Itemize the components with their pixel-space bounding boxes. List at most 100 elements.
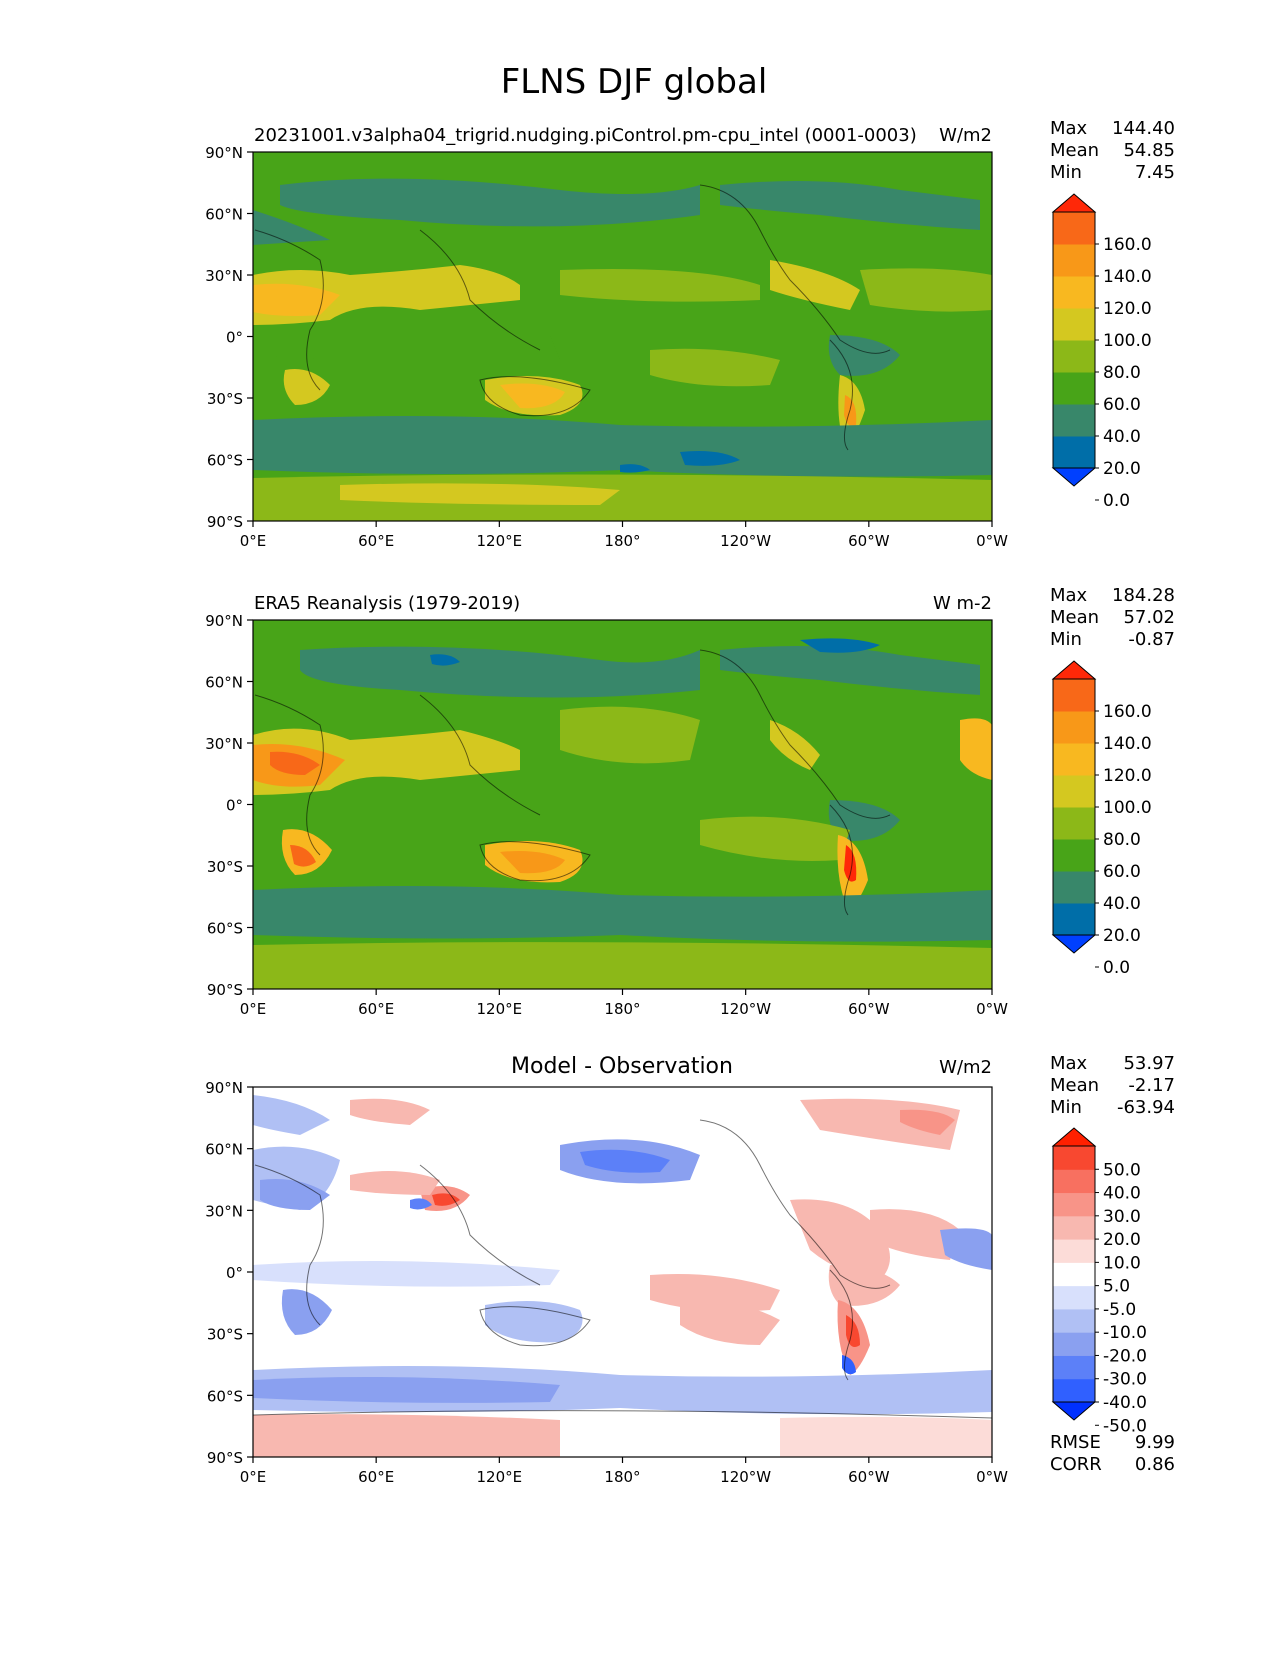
colorbar-swatch <box>1053 1169 1095 1194</box>
colorbar-tick-label: 140.0 <box>1103 267 1152 287</box>
lat-tick-label: 60°S <box>207 1387 243 1405</box>
lat-axis: 90°N 60°N 30°N 0° 30°S 60°S 90°S <box>205 1079 253 1467</box>
colorbar-tick-label: -40.0 <box>1103 1393 1147 1413</box>
lon-tick-label: 0°W <box>976 1468 1008 1486</box>
lat-tick-label: 0° <box>226 797 243 815</box>
colorbar-tick-label: 30.0 <box>1103 1207 1141 1227</box>
colorbar-extend-min <box>1051 1401 1097 1421</box>
stat-min-value: -63.94 <box>1117 1097 1175 1118</box>
colorbar-swatch <box>1053 871 1095 904</box>
stat-mean-value: -2.17 <box>1128 1075 1175 1096</box>
colorbar-tick-label: 140.0 <box>1103 734 1152 754</box>
colorbar-swatch <box>1053 1378 1095 1403</box>
colorbar-extend-max <box>1051 660 1097 680</box>
lat-tick-label: 60°N <box>205 674 243 692</box>
panel-title-left: ERA5 Reanalysis (1979-2019) <box>254 593 520 614</box>
extra-stats-block: RMSE 9.99 CORR 0.86 <box>1050 1432 1175 1475</box>
lon-tick-label: 60°W <box>848 532 890 550</box>
lon-tick-label: 60°E <box>358 1000 394 1018</box>
lon-tick-label: 180° <box>604 1468 640 1486</box>
panel-diff: Model - Observation W/m2 <box>205 1053 1175 1486</box>
colorbar-swatch <box>1053 276 1095 309</box>
panel-title-left: 20231001.v3alpha04_trigrid.nudging.piCon… <box>254 125 917 146</box>
colorbar-tick-label: 10.0 <box>1103 1253 1141 1273</box>
stat-max-value: 144.40 <box>1112 118 1175 139</box>
colorbar-swatch <box>1053 308 1095 341</box>
colorbar-swatch <box>1053 212 1095 245</box>
colorbar-swatch <box>1053 244 1095 277</box>
colorbar-frame <box>1052 1145 1096 1403</box>
lon-tick-label: 0°W <box>976 532 1008 550</box>
lat-axis: 90°N 60°N 30°N 0° 30°S 60°S 90°S <box>205 612 253 999</box>
lon-axis: 0°E 60°E 120°E 180° 120°W 60°W 0°W <box>240 989 1008 1018</box>
colorbar-extend-min <box>1051 467 1097 487</box>
lon-axis: 0°E 60°E 120°E 180° 120°W 60°W 0°W <box>240 1457 1008 1486</box>
lon-tick-label: 180° <box>604 532 640 550</box>
colorbar-swatch <box>1053 1146 1095 1170</box>
stats-block: Max 144.40 Mean 54.85 Min 7.45 <box>1050 118 1175 183</box>
colorbar-tick-label: 100.0 <box>1103 331 1152 351</box>
colorbar-tick-label: 5.0 <box>1103 1277 1130 1297</box>
lon-tick-label: 120°W <box>720 1468 771 1486</box>
map-field-obs <box>253 620 992 989</box>
colorbar-swatch <box>1053 743 1095 776</box>
colorbar-tick-label: 20.0 <box>1103 926 1141 946</box>
colorbar-tick-label: 60.0 <box>1103 395 1141 415</box>
lon-tick-label: 120°W <box>720 532 771 550</box>
colorbar-tick-label: -5.0 <box>1103 1300 1136 1320</box>
stat-mean-label: Mean <box>1050 140 1099 161</box>
stat-mean-value: 57.02 <box>1123 607 1175 628</box>
colorbar-swatch <box>1053 839 1095 872</box>
lon-tick-label: 0°E <box>240 1000 267 1018</box>
colorbar-swatch <box>1053 1285 1095 1310</box>
colorbar-tick-label: -30.0 <box>1103 1370 1147 1390</box>
lat-tick-label: 90°S <box>207 1449 243 1467</box>
stat-max-label: Max <box>1050 1053 1088 1074</box>
lat-tick-label: 60°S <box>207 920 243 938</box>
colorbar-tick-label: 100.0 <box>1103 798 1152 818</box>
stat-min-label: Min <box>1050 629 1082 650</box>
stat-max-label: Max <box>1050 585 1088 606</box>
colorbar-swatch <box>1053 679 1095 712</box>
colorbar-tick-label: 20.0 <box>1103 459 1141 479</box>
colorbar-swatch <box>1053 1262 1095 1287</box>
stat-rmse-value: 9.99 <box>1135 1432 1175 1453</box>
stat-corr-value: 0.86 <box>1135 1454 1175 1475</box>
colorbar-swatch <box>1053 340 1095 373</box>
lat-tick-label: 90°N <box>205 144 243 162</box>
colorbar-swatch <box>1053 1308 1095 1333</box>
lat-tick-label: 30°N <box>205 267 243 285</box>
colorbar-swatch <box>1053 807 1095 840</box>
lat-tick-label: 30°S <box>207 858 243 876</box>
colorbar-swatch <box>1053 436 1095 469</box>
lon-tick-label: 60°W <box>848 1468 890 1486</box>
lat-tick-label: 30°N <box>205 735 243 753</box>
lon-tick-label: 120°E <box>477 1468 523 1486</box>
stats-block: Max 184.28 Mean 57.02 Min -0.87 <box>1050 585 1175 650</box>
colorbar: 50.0 40.0 30.0 20.0 10.0 5.0 -5.0 -10.0 -20.0 -30… <box>1051 1127 1147 1436</box>
colorbar-extend-max <box>1051 1127 1097 1147</box>
panel-model: 20231001.v3alpha04_trigrid.nudging.piCon… <box>205 118 1175 550</box>
lon-tick-label: 120°E <box>477 532 523 550</box>
lon-tick-label: 120°W <box>720 1000 771 1018</box>
colorbar-swatch <box>1053 1239 1095 1263</box>
lon-tick-label: 120°E <box>477 1000 523 1018</box>
panel-units: W m-2 <box>933 593 992 614</box>
map-field-diff <box>253 1087 992 1457</box>
stat-mean-label: Mean <box>1050 607 1099 628</box>
lat-tick-label: 90°S <box>207 513 243 531</box>
colorbar-tick-label: 20.0 <box>1103 1230 1141 1250</box>
lon-tick-label: 60°W <box>848 1000 890 1018</box>
colorbar: 160.0 140.0 120.0 100.0 80.0 60.0 40.0 20.0 0.0 <box>1051 660 1152 978</box>
stat-mean-label: Mean <box>1050 1075 1099 1096</box>
colorbar-swatch <box>1053 404 1095 437</box>
lat-tick-label: 90°S <box>207 981 243 999</box>
lat-tick-label: 30°S <box>207 1326 243 1344</box>
colorbar-tick-label: 50.0 <box>1103 1160 1141 1180</box>
lat-tick-label: 0° <box>226 1264 243 1282</box>
stats-block: Max 53.97 Mean -2.17 Min -63.94 <box>1050 1053 1175 1118</box>
panel-title-center: Model - Observation <box>511 1054 733 1079</box>
lat-tick-label: 30°S <box>207 390 243 408</box>
lon-axis: 0°E 60°E 120°E 180° 120°W 60°W 0°W <box>240 521 1008 550</box>
